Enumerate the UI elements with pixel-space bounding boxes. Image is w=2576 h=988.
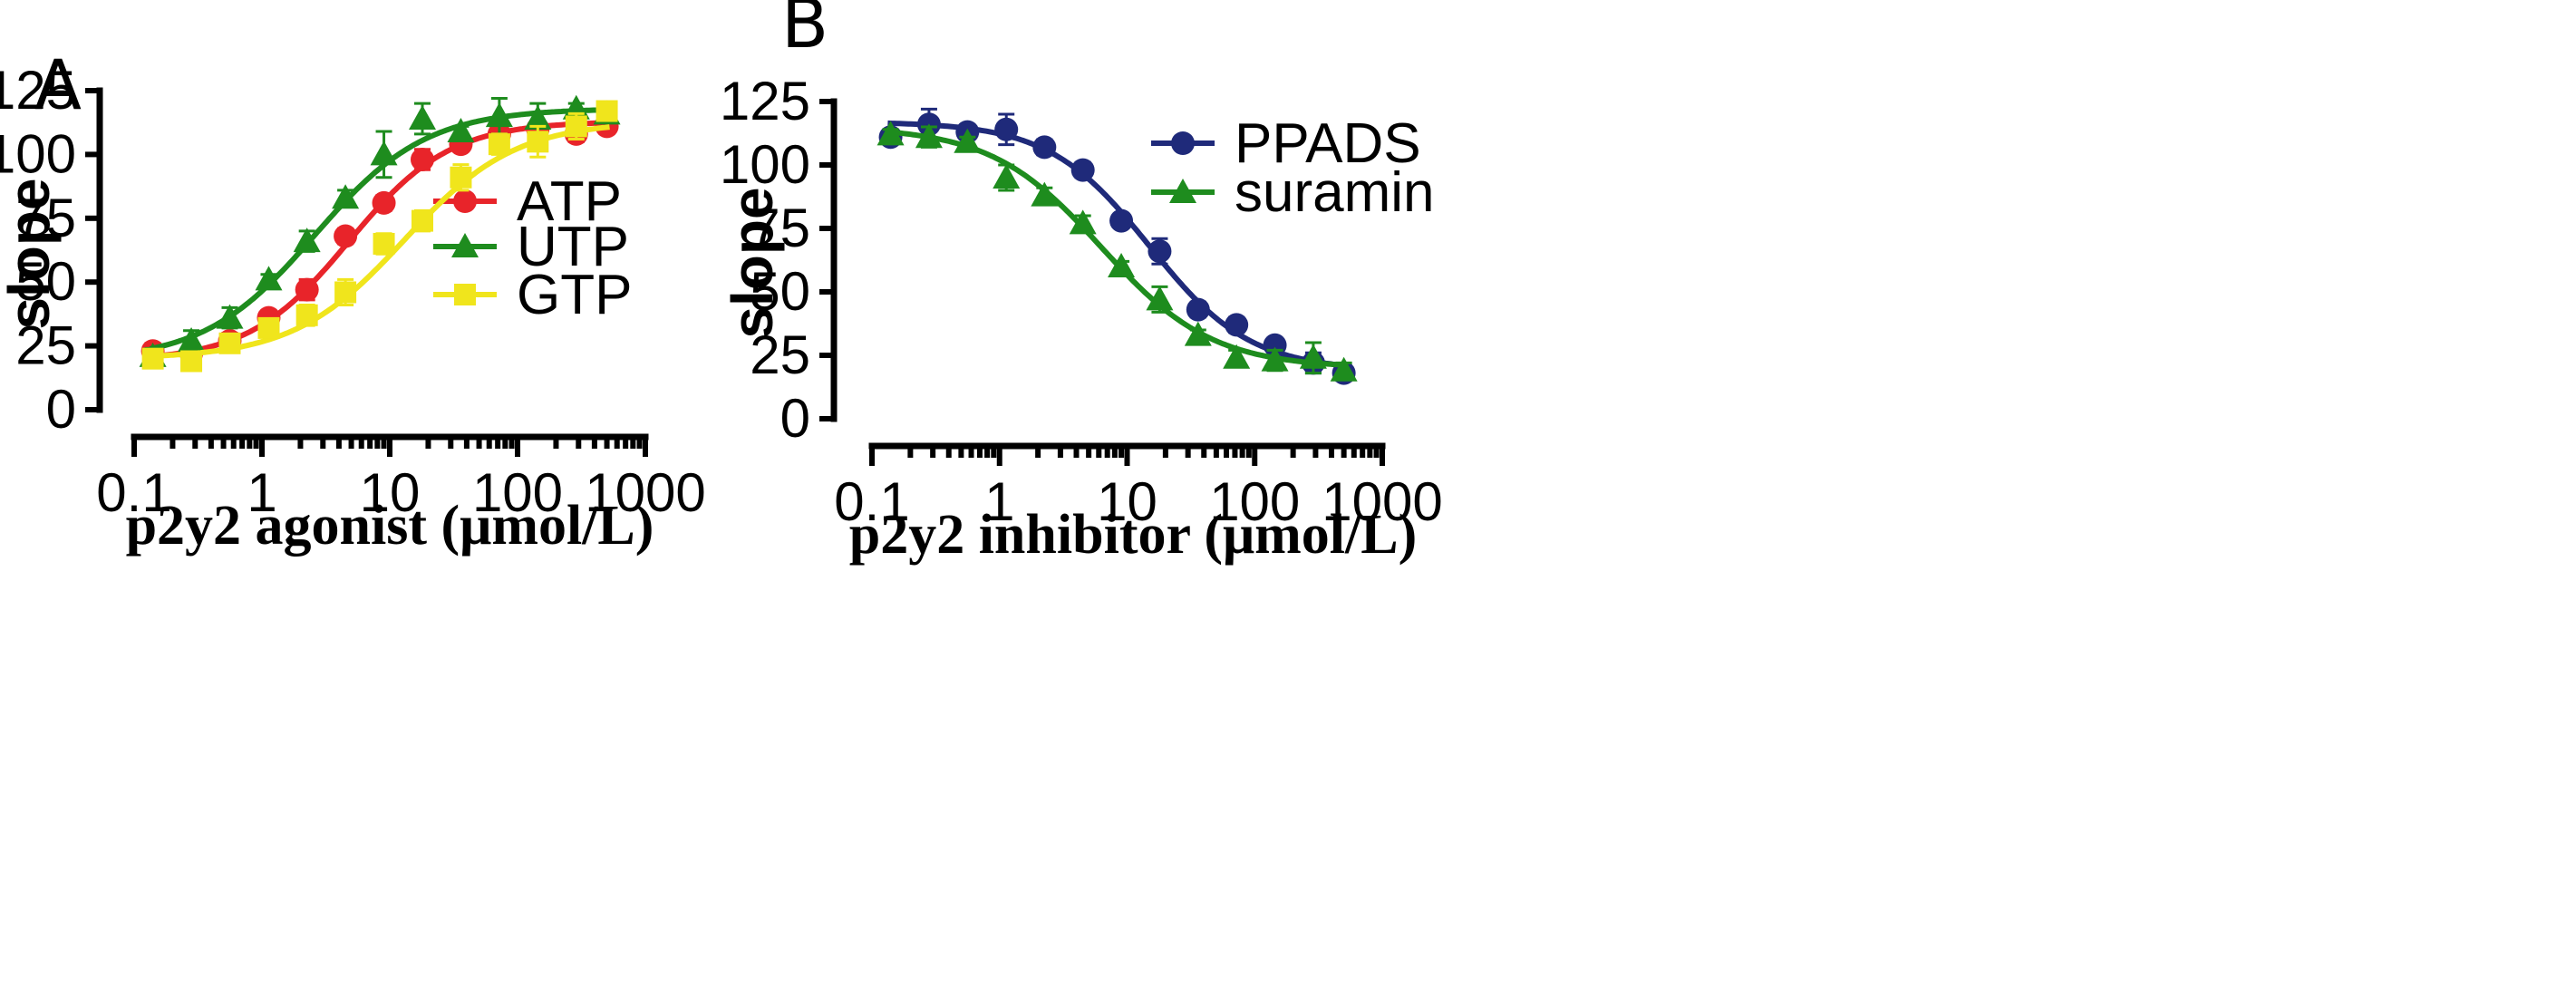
data-point	[527, 131, 549, 153]
data-point	[1070, 158, 1095, 182]
y-tick-label: 0	[46, 379, 76, 440]
y-tick-label: 25	[15, 315, 76, 376]
legend-item-utp: UTP	[433, 216, 629, 278]
panel-letter: A	[34, 44, 82, 125]
data-point	[410, 148, 434, 172]
legend-label: PPADS	[1235, 112, 1421, 175]
data-point	[1225, 313, 1249, 337]
x-axis-title: p2y2 agonist (μmol/L)	[126, 495, 654, 557]
legend-marker	[1171, 131, 1195, 155]
data-point	[257, 316, 280, 339]
y-tick-label: 100	[0, 123, 76, 184]
x-tick-label: 100	[472, 462, 563, 523]
data-point	[295, 304, 318, 326]
data-point	[180, 350, 203, 373]
data-point	[1108, 253, 1136, 277]
legend-item-suramin: suramin	[1151, 161, 1435, 224]
data-point	[488, 133, 510, 156]
data-point	[1261, 346, 1289, 372]
data-point	[408, 104, 436, 130]
data-point	[141, 347, 164, 370]
x-tick-label: 0.1	[96, 462, 171, 523]
data-point	[565, 115, 587, 138]
data-point	[485, 102, 513, 128]
data-point	[915, 123, 943, 149]
y-tick-label: 50	[15, 251, 76, 312]
y-axis-title: slope	[0, 178, 62, 329]
data-point	[411, 209, 433, 232]
y-tick-label: 0	[780, 388, 810, 449]
data-point	[596, 100, 618, 122]
data-point	[1184, 321, 1212, 346]
data-point	[447, 118, 475, 143]
legend-marker	[454, 284, 476, 305]
x-tick-label: 1000	[585, 462, 705, 523]
data-point	[218, 332, 241, 354]
data-point	[372, 190, 396, 215]
y-tick-label: 75	[750, 198, 810, 258]
y-tick-label: 75	[15, 188, 76, 248]
y-axis-title: slope	[720, 187, 785, 338]
y-tick-label: 125	[0, 60, 76, 121]
x-tick-label: 1000	[1322, 471, 1442, 532]
data-point	[1299, 344, 1327, 369]
y-tick-label: 125	[720, 71, 810, 131]
legend-marker	[453, 189, 477, 213]
series-suramin	[876, 121, 1358, 382]
data-point	[1186, 297, 1210, 322]
legend-label: GTP	[517, 264, 632, 326]
x-tick-label: 100	[1209, 471, 1300, 532]
panel-letter: B	[781, 0, 828, 63]
data-point	[370, 140, 398, 166]
data-point	[450, 166, 472, 189]
legend-item-ppads: PPADS	[1151, 112, 1421, 175]
data-point	[954, 128, 982, 153]
data-point	[373, 232, 395, 255]
y-tick-label: 100	[720, 134, 810, 195]
data-point	[876, 121, 905, 146]
data-point	[1146, 286, 1174, 311]
legend-label: UTP	[517, 216, 629, 278]
data-point	[1223, 344, 1251, 369]
y-tick-label: 50	[750, 261, 810, 322]
x-axis-title: p2y2 inhibitor (μmol/L)	[849, 504, 1418, 566]
data-point	[1330, 356, 1358, 382]
data-point	[334, 224, 358, 248]
data-point	[255, 266, 283, 291]
x-tick-label: 1	[984, 471, 1014, 532]
legend-label: suramin	[1235, 161, 1435, 224]
data-point	[1031, 181, 1059, 207]
data-point	[1109, 208, 1134, 233]
data-point	[334, 281, 357, 304]
legend-label: ATP	[517, 170, 622, 233]
data-point	[178, 326, 206, 352]
data-point	[524, 104, 552, 130]
x-tick-label: 10	[360, 462, 421, 523]
series-gtp	[141, 100, 618, 373]
data-point	[1148, 239, 1172, 264]
data-point	[993, 164, 1021, 189]
x-tick-label: 0.1	[834, 471, 909, 532]
data-point	[1069, 209, 1097, 235]
legend-item-gtp: GTP	[433, 264, 632, 326]
data-point	[216, 304, 244, 329]
data-point	[295, 277, 319, 302]
x-tick-label: 10	[1097, 471, 1157, 532]
data-point	[994, 117, 1019, 141]
y-tick-label: 25	[750, 324, 810, 385]
legend-marker	[451, 233, 479, 257]
data-point	[332, 184, 360, 209]
legend-marker	[1169, 179, 1196, 203]
x-tick-label: 1	[247, 462, 276, 523]
data-point	[1032, 135, 1057, 160]
data-point	[293, 228, 321, 253]
